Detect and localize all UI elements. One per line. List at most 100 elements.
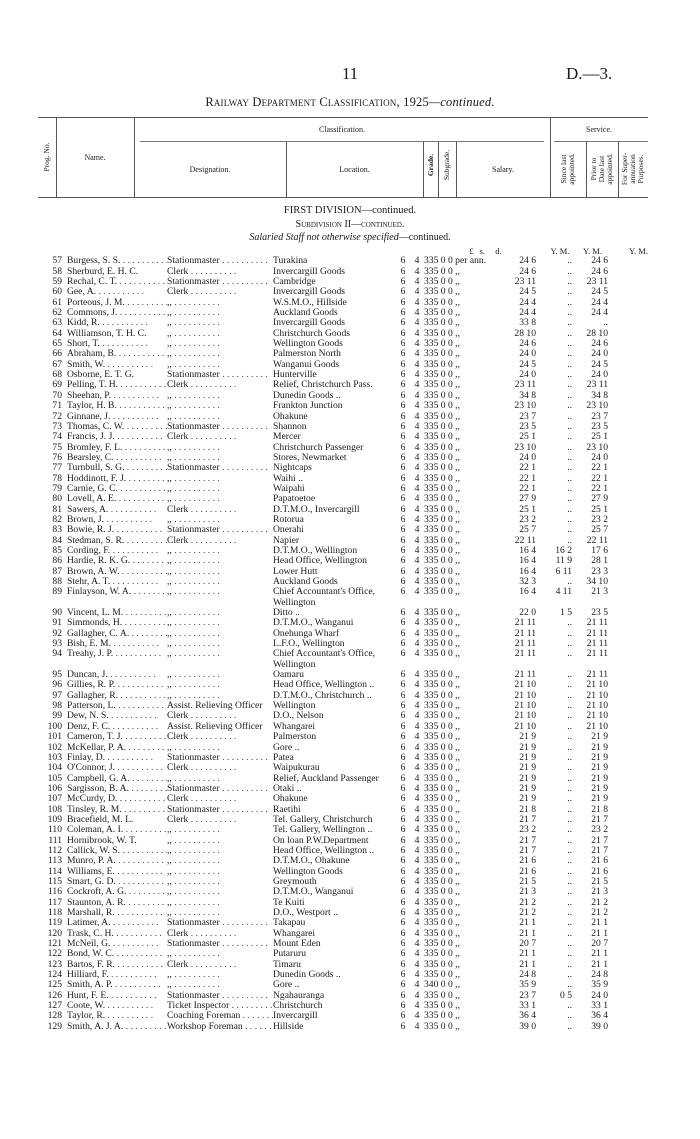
cell-service-super: 22 1: [591, 463, 608, 474]
cell-service-since-last: 23 11: [514, 380, 536, 391]
cell-location: D.T.M.O., Wellington: [273, 545, 358, 556]
cell-subgrade: 4: [414, 473, 420, 484]
cell-name: Osborne, E. T. G.: [67, 370, 135, 381]
cell-grade: 6: [400, 277, 406, 288]
cell-grade: 6: [400, 339, 406, 350]
cell-service-super: 24 6: [591, 339, 608, 350]
staff-heading-suffix: —continued.: [398, 232, 451, 243]
cell-designation: ,,: [167, 494, 273, 504]
cell-prog-no: 105: [47, 773, 62, 784]
table-row: 117 Staunton, A. R.,,Te Kuiti 64 335 0 0 ,,…: [38, 898, 648, 908]
cell-service-super: 22 1: [591, 473, 608, 484]
cell-prog-no: 78: [52, 473, 62, 484]
cell-salary: 335 0 0 ,,: [424, 421, 460, 432]
cell-prog-no: 128: [47, 1011, 62, 1022]
cell-subgrade: 4: [414, 577, 420, 587]
title-text: Railway Department Classification, 1925: [205, 95, 429, 109]
cell-designation: ,,: [167, 484, 273, 494]
cell-prog-no: 119: [47, 918, 62, 929]
cell-service-super: 34 10: [586, 577, 608, 587]
cell-subgrade: 4: [414, 349, 420, 360]
cell-grade: 6: [400, 411, 406, 422]
table-row: 112 Callick, W. S.,,Head Office, Wellingt…: [38, 846, 648, 856]
cell-salary: 335 0 0 ,,: [424, 556, 460, 567]
cell-subgrade: 4: [414, 545, 420, 556]
cell-location: Head Office, Wellington ..: [273, 680, 375, 691]
cell-grade: 6: [400, 587, 406, 598]
cell-prog-no: 82: [52, 514, 62, 525]
cell-subgrade: 4: [414, 525, 420, 536]
cell-salary: 335 0 0 ,,: [424, 514, 460, 525]
header-designation: Designation.: [189, 165, 231, 174]
cell-service-since-last: 22 1: [519, 463, 536, 474]
cell-service-prior: ..: [567, 649, 572, 660]
cell-prog-no: 59: [52, 277, 62, 288]
cell-name: Thomas, C. W.: [67, 422, 167, 432]
cell-prog-no: 104: [47, 763, 62, 774]
cell-grade: 6: [400, 845, 406, 856]
table-row: 87 Brown, A. W.,,Lower Hutt 64 335 0 0 ,, 16…: [38, 567, 648, 577]
cell-designation: Stationmaster: [167, 753, 273, 763]
cell-salary: 335 0 0 ,,: [424, 783, 460, 794]
cell-prog-no: 73: [52, 421, 62, 432]
cell-subgrade: 4: [414, 773, 420, 784]
cell-name: Smith, A. J. A.: [67, 1022, 167, 1032]
cell-service-since-last: 39 0: [519, 1021, 536, 1032]
table-row: 107 McCurdy, D.ClerkOhakune 64 335 0 0 ,, 21…: [38, 794, 648, 804]
cell-salary: 340 0 0 ,,: [424, 980, 460, 991]
cell-subgrade: 4: [414, 452, 420, 463]
cell-service-super: 28 10: [586, 328, 608, 339]
header-salary: Salary.: [492, 165, 514, 174]
cell-service-since-last: 21 7: [519, 814, 536, 825]
cell-subgrade: 4: [414, 742, 420, 753]
cell-designation: Clerk: [167, 432, 273, 442]
cell-salary: 335 0 0 ,,: [424, 349, 460, 360]
cell-service-since-last: 33 8: [519, 318, 536, 329]
cell-service-since-last: 16 4: [519, 545, 536, 556]
cell-salary: 335 0 0 ,,: [424, 814, 460, 825]
unit-pounds: £: [469, 246, 474, 256]
cell-prog-no: 61: [52, 297, 62, 308]
cell-service-prior: 0 5: [560, 990, 572, 1001]
cell-service-prior: ..: [567, 732, 572, 743]
cell-location: Wellington Goods: [273, 866, 343, 877]
cell-service-since-last: 23 5: [519, 421, 536, 432]
cell-designation: ,,: [167, 970, 273, 980]
cell-prog-no: 118: [47, 908, 62, 918]
cell-grade: 6: [400, 804, 406, 815]
table-row: 96 Gillies, R. P.,,Head Office, Wellingto…: [38, 680, 648, 690]
cell-salary: 335 0 0 ,,: [424, 794, 460, 805]
cell-grade: 6: [400, 452, 406, 463]
cell-designation: Stationmaster: [167, 805, 273, 815]
cell-service-super: 21 9: [591, 773, 608, 784]
cell-location: L.F.O., Wellington: [273, 639, 345, 650]
cell-grade: 6: [400, 359, 406, 370]
cell-subgrade: 4: [414, 277, 420, 288]
cell-salary: 335 0 0 ,,: [424, 287, 460, 298]
cell-designation: ,,: [167, 360, 273, 370]
cell-salary: 335 0 0 ,,: [424, 545, 460, 556]
cell-prog-no: 91: [52, 618, 62, 629]
cell-designation: ,,: [167, 743, 273, 753]
cell-location: Turakina: [273, 256, 308, 267]
cell-prog-no: 103: [47, 752, 62, 763]
cell-grade: 6: [400, 318, 406, 329]
cell-location: Invercargill Goods: [273, 318, 346, 329]
cell-designation: Stationmaster: [167, 784, 273, 794]
cell-service-since-last: 28 10: [514, 328, 536, 339]
cell-service-super: 21 10: [586, 711, 608, 722]
cell-service-prior: 6 11: [555, 566, 572, 577]
cell-subgrade: 4: [414, 432, 420, 443]
cell-grade: 6: [400, 370, 406, 381]
table-row: 65 Short, T.,,Wellington Goods 64 335 0 0 ,…: [38, 339, 648, 349]
cell-name: McCurdy, D.: [67, 794, 167, 804]
cell-designation: Clerk: [167, 763, 273, 773]
cell-name: Bearsley, C.: [67, 453, 167, 463]
cell-grade: 6: [400, 494, 406, 505]
cell-service-since-last: 23 10: [514, 401, 536, 412]
cell-service-prior: ..: [567, 680, 572, 691]
cell-service-since-last: 34 8: [519, 390, 536, 401]
cell-service-super: 23 2: [591, 514, 608, 525]
table-row: 114 Williams, E.,,Wellington Goods 64 335 0…: [38, 867, 648, 877]
cell-service-super: 24 4: [591, 308, 608, 319]
